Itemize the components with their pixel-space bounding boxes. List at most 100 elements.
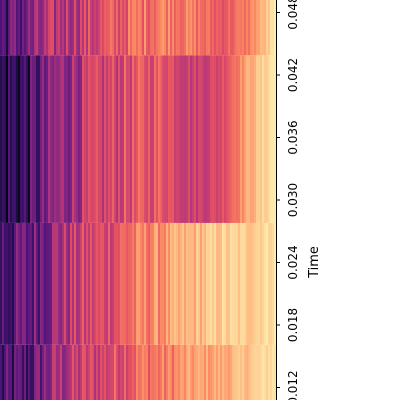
heatmap-cell xyxy=(102,344,105,400)
heatmap-cell xyxy=(114,0,117,56)
heatmap-cell xyxy=(114,222,117,345)
heatmap-cell xyxy=(106,344,109,400)
heatmap-cell xyxy=(90,222,93,345)
heatmap-cell xyxy=(274,344,277,400)
heatmap-cell xyxy=(26,222,29,345)
heatmap-cell xyxy=(168,344,171,400)
heatmap-cell xyxy=(226,0,229,56)
heatmap-cell xyxy=(20,344,23,400)
heatmap-cell xyxy=(212,344,215,400)
heatmap-cell xyxy=(152,222,155,345)
heatmap-cell xyxy=(208,344,211,400)
heatmap-cell xyxy=(58,222,61,345)
heatmap-cell xyxy=(98,344,101,400)
heatmap-cell xyxy=(140,0,143,56)
heatmap-cell xyxy=(192,344,195,400)
heatmap-cell xyxy=(82,222,85,345)
heatmap-cell xyxy=(66,222,69,345)
heatmap-cell xyxy=(56,344,59,400)
heatmap-cell xyxy=(246,344,249,400)
heatmap-cell xyxy=(200,344,203,400)
heatmap-cell xyxy=(266,222,269,345)
heatmap-cell xyxy=(2,55,5,223)
heatmap-cell xyxy=(168,222,171,345)
heatmap-cell xyxy=(108,222,111,345)
heatmap-cell xyxy=(76,222,79,345)
heatmap-cell xyxy=(146,0,149,56)
heatmap-cell xyxy=(10,222,13,345)
heatmap-cell xyxy=(268,55,271,223)
heatmap-cell xyxy=(88,0,91,56)
heatmap-cell xyxy=(26,0,29,56)
heatmap-cell xyxy=(84,0,87,56)
heatmap-cell xyxy=(168,0,171,56)
heatmap-cell xyxy=(130,55,133,223)
heatmap-cell xyxy=(78,55,81,223)
heatmap-cell xyxy=(46,344,49,400)
heatmap-cell xyxy=(188,55,191,223)
heatmap-cell xyxy=(156,222,159,345)
heatmap-cell xyxy=(38,344,41,400)
heatmap-cell xyxy=(152,0,155,56)
heatmap-cell xyxy=(168,55,171,223)
heatmap-cell xyxy=(140,55,143,223)
heatmap-cell xyxy=(40,0,43,56)
heatmap-cell xyxy=(224,0,227,56)
heatmap-cell xyxy=(108,55,111,223)
heatmap-cell xyxy=(198,222,201,345)
heatmap-cell xyxy=(226,344,229,400)
heatmap-cell xyxy=(150,344,153,400)
heatmap-cell xyxy=(0,0,3,56)
heatmap-cell xyxy=(110,344,113,400)
heatmap-cell xyxy=(34,55,37,223)
heatmap-cell xyxy=(38,222,41,345)
heatmap-cell xyxy=(64,55,67,223)
heatmap-cell xyxy=(206,55,209,223)
heatmap-cell xyxy=(166,55,169,223)
heatmap-cell xyxy=(34,222,37,345)
heatmap-cell xyxy=(154,0,157,56)
heatmap-cell xyxy=(122,344,125,400)
heatmap-cell xyxy=(264,0,267,56)
heatmap-cell xyxy=(166,222,169,345)
heatmap-cell xyxy=(22,0,25,56)
heatmap-cell xyxy=(154,55,157,223)
heatmap-cell xyxy=(164,222,167,345)
heatmap-cell xyxy=(240,55,243,223)
heatmap-cell xyxy=(114,344,117,400)
heatmap-cell xyxy=(170,55,173,223)
heatmap-cell xyxy=(250,344,253,400)
heatmap-cell xyxy=(150,0,153,56)
heatmap-cell xyxy=(70,0,73,56)
heatmap-cell xyxy=(138,0,141,56)
heatmap-cell xyxy=(150,222,153,345)
heatmap-cell xyxy=(258,344,261,400)
heatmap-cell xyxy=(232,222,235,345)
heatmap-cell xyxy=(32,344,35,400)
heatmap-cell xyxy=(242,55,245,223)
heatmap-cell xyxy=(214,55,217,223)
heatmap-cell xyxy=(6,0,9,56)
heatmap-cell xyxy=(82,344,85,400)
heatmap-cell xyxy=(130,344,133,400)
heatmap-cell xyxy=(96,344,99,400)
heatmap-cell xyxy=(194,55,197,223)
heatmap-cell xyxy=(176,344,179,400)
heatmap-cell xyxy=(134,344,137,400)
heatmap-cell xyxy=(8,0,11,56)
heatmap-cell xyxy=(198,344,201,400)
heatmap-cell xyxy=(170,344,173,400)
heatmap-cell xyxy=(36,0,39,56)
heatmap-cell xyxy=(22,344,25,400)
heatmap-cell xyxy=(180,222,183,345)
heatmap-cell xyxy=(266,55,269,223)
heatmap-cell xyxy=(88,344,91,400)
heatmap-cell xyxy=(126,344,129,400)
heatmap-cell xyxy=(120,344,123,400)
heatmap-cell xyxy=(182,222,185,345)
heatmap-cell xyxy=(252,222,255,345)
heatmap-cell xyxy=(4,344,7,400)
heatmap-cell xyxy=(176,55,179,223)
heatmap-cell xyxy=(182,55,185,223)
heatmap-cell xyxy=(134,0,137,56)
